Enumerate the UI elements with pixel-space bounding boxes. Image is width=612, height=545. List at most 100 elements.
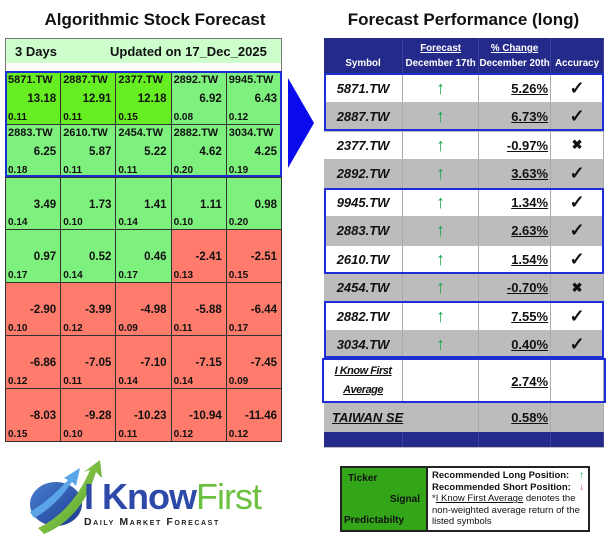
- average-label: I Know First Average: [324, 359, 404, 404]
- cell-predictability: 0.12: [8, 375, 28, 387]
- up-arrow-icon: ↑: [436, 134, 446, 155]
- checkmark-icon: ✓: [550, 159, 604, 189]
- cell-ticker: 2892.TW: [173, 74, 219, 86]
- row-signal: ↑: [402, 188, 480, 217]
- cell-predictability: 0.11: [173, 322, 193, 334]
- index-label: TAIWAN SE: [324, 403, 480, 432]
- cell-predictability: 0.14: [63, 270, 83, 282]
- heatmap-cell: -9.28 0.10: [60, 387, 117, 442]
- up-arrow-icon: ↑: [436, 77, 446, 98]
- row-change: -0.97%: [478, 131, 552, 160]
- heatmap-cell: -4.98 0.09: [115, 282, 172, 336]
- heatmap-cell: 1.73 0.10: [60, 176, 117, 231]
- row-signal: ↑: [402, 302, 480, 331]
- down-arrow-icon: ↓: [579, 481, 584, 493]
- cross-icon: ✖: [550, 273, 604, 303]
- cell-predictability: 0.15: [8, 428, 28, 440]
- table-row: 2892.TW ↑ 3.63% ✓: [324, 159, 604, 189]
- row-symbol: 9945.TW: [324, 188, 404, 217]
- empty-cell: [550, 359, 604, 404]
- heatmap-cell: -5.88 0.11: [170, 282, 227, 336]
- table-row: 2454.TW ↑ -0.70% ✖: [324, 273, 604, 303]
- cell-predictability: 0.09: [228, 375, 249, 387]
- heatmap-cell: 2887.TW 12.91 0.11: [60, 71, 117, 125]
- row-change: 6.73%: [478, 102, 552, 132]
- empty-cell: [402, 359, 480, 404]
- heatmap-cell: -2.51 0.15: [225, 229, 283, 284]
- average-change: 2.74%: [478, 359, 552, 404]
- iknowfirst-logo-icon: [30, 460, 102, 534]
- cell-signal: 0.46: [144, 251, 167, 264]
- heatmap-cell: -3.99 0.12: [60, 282, 117, 336]
- col-accuracy: Accuracy: [550, 38, 604, 74]
- cell-predictability: 0.11: [63, 111, 83, 123]
- cell-signal: -4.98: [140, 304, 167, 317]
- legend-short-label: Recommended Short Position:: [432, 481, 571, 493]
- heatmap-cell: -2.90 0.10: [4, 282, 62, 336]
- table-row: 2610.TW ↑ 1.54% ✓: [324, 245, 604, 274]
- legend: Ticker Signal Predictabilty Recommended …: [340, 466, 590, 532]
- cell-signal: -6.86: [29, 356, 57, 369]
- performance-table: Symbol Forecast December 17th % Change Dec…: [324, 38, 604, 448]
- row-symbol: 2887.TW: [324, 102, 404, 132]
- cell-signal: 5.87: [88, 145, 112, 158]
- cell-predictability: 0.17: [8, 270, 28, 282]
- cell-signal: -11.46: [245, 409, 277, 422]
- cell-predictability: 0.14: [173, 375, 194, 387]
- heatmap-cell: -10.23 0.11: [115, 387, 172, 442]
- heatmap-cell: 2883.TW 6.25 0.18: [4, 123, 62, 178]
- row-symbol: 2882.TW: [324, 302, 404, 331]
- row-signal: ↑: [402, 330, 480, 360]
- row-symbol: 2377.TW: [324, 131, 404, 160]
- cell-signal: 0.52: [88, 251, 112, 264]
- up-arrow-icon: ↑: [436, 106, 446, 127]
- index-change: 0.58%: [478, 403, 552, 432]
- cell-signal: 12.91: [82, 93, 112, 105]
- cell-signal: -5.88: [195, 304, 222, 317]
- row-change: 5.26%: [478, 74, 552, 103]
- row-change: 1.34%: [478, 188, 552, 217]
- heatmap-cell: -7.10 0.14: [115, 334, 172, 389]
- cell-signal: 6.43: [254, 93, 277, 105]
- table-row: 3034.TW ↑ 0.40% ✓: [324, 330, 604, 360]
- row-signal: ↑: [402, 273, 480, 303]
- heatmap-cell: -10.94 0.12: [170, 387, 227, 442]
- row-symbol: 2892.TW: [324, 159, 404, 189]
- heatmap-cell: -8.03 0.15: [4, 387, 62, 442]
- cell-signal: 12.18: [137, 93, 167, 105]
- cell-signal: 1.11: [200, 198, 222, 211]
- right-arrow-icon: [288, 78, 314, 168]
- updated-label: Updated on 17_Dec_2025: [110, 43, 267, 59]
- heatmap-row: -2.90 0.10 -3.99 0.12 -4.98 0.09 -5.88 0.11 -6.4…: [4, 282, 283, 336]
- cell-signal: 6.25: [33, 145, 57, 158]
- legend-note: *I Know First Average denotes the non-we…: [432, 493, 580, 528]
- cell-signal: 4.25: [254, 145, 277, 158]
- cell-signal: -9.28: [85, 409, 112, 422]
- cell-signal: 4.62: [199, 145, 222, 158]
- index-row: TAIWAN SE 0.58%: [324, 403, 604, 432]
- forecast-title: Algorithmic Stock Forecast: [44, 10, 266, 29]
- heatmap-cell: -7.05 0.11: [60, 334, 117, 389]
- cell-signal: -2.90: [29, 304, 57, 317]
- up-arrow-icon: ↑: [436, 191, 446, 212]
- cell-signal: -10.94: [189, 409, 222, 422]
- heatmap-cell: 3.49 0.14: [4, 176, 62, 231]
- heatmap-cell: -6.44 0.17: [225, 282, 283, 336]
- heatmap-row: 2883.TW 6.25 0.18 2610.TW 5.87 0.11 2454.TW 5.2…: [4, 123, 283, 178]
- cell-signal: 1.41: [144, 198, 167, 211]
- cell-ticker: 3034.TW: [228, 126, 274, 139]
- heatmap-row: -6.86 0.12 -7.05 0.11 -7.10 0.14 -7.15 0.14 -7.4…: [4, 334, 283, 389]
- cell-predictability: 0.11: [63, 164, 83, 176]
- up-arrow-icon: ↑: [436, 248, 446, 269]
- row-signal: ↑: [402, 131, 480, 160]
- up-arrow-icon: ↑: [436, 163, 446, 184]
- legend-long-label: Recommended Long Position:: [432, 470, 570, 481]
- table-row: 2883.TW ↑ 2.63% ✓: [324, 216, 604, 246]
- table-footer: [324, 431, 604, 448]
- cell-predictability: 0.13: [173, 270, 194, 282]
- row-symbol: 2610.TW: [324, 245, 404, 274]
- forecast-heatmap: 5871.TW 13.18 0.11 2887.TW 12.91 0.11 2377.TW 1…: [4, 71, 283, 442]
- cell-signal: -8.03: [29, 409, 57, 422]
- cell-ticker: 2887.TW: [63, 74, 108, 86]
- up-arrow-icon: ↑: [436, 220, 446, 241]
